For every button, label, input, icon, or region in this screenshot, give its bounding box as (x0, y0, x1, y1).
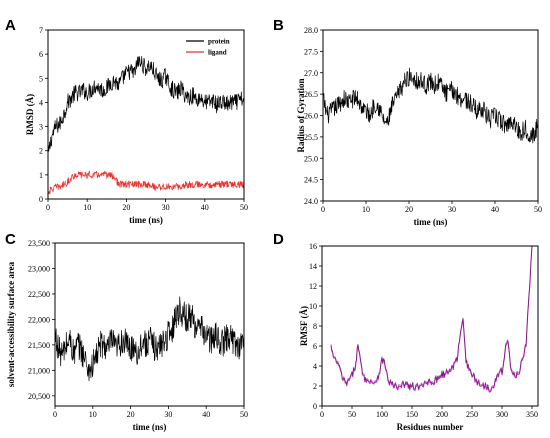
x-tick-label: 50 (534, 205, 542, 214)
y-axis-label: solvent-accessibility surface area (6, 261, 16, 387)
y-tick-label: 25.0 (304, 154, 318, 163)
panel-letter: D (273, 231, 284, 248)
y-tick-label: 3 (39, 123, 43, 132)
x-tick-label: 40 (491, 205, 499, 214)
legend-label-ligand: ligand (208, 49, 227, 57)
ligand-line (47, 170, 245, 195)
x-tick-label: 40 (202, 410, 210, 419)
x-tick-label: 10 (83, 203, 91, 212)
x-tick-label: 30 (448, 205, 456, 214)
x-tick-label: 200 (436, 410, 448, 419)
x-tick-label: 10 (89, 410, 97, 419)
x-tick-label: 10 (362, 205, 370, 214)
x-tick-label: 300 (496, 410, 508, 419)
x-tick-label: 100 (376, 410, 388, 419)
y-tick-label: 12 (309, 282, 317, 291)
x-tick-label: 50 (240, 203, 248, 212)
y-tick-label: 23,500 (28, 239, 50, 248)
y-tick-label: 1 (39, 171, 43, 180)
y-tick-label: 6 (39, 50, 43, 59)
panel-letter: B (273, 17, 284, 34)
legend: protein ligand (186, 38, 230, 57)
x-axis-label: time (ns) (414, 217, 448, 227)
y-axis-label: RMSF (Å) (299, 306, 309, 346)
x-tick-label: 30 (162, 203, 170, 212)
x-tick-label: 0 (53, 410, 57, 419)
x-tick-label: 350 (526, 410, 538, 419)
x-tick-label: 40 (201, 203, 209, 212)
y-tick-label: 0 (39, 195, 43, 204)
y-tick-label: 8 (313, 322, 317, 331)
y-tick-label: 4 (313, 362, 317, 371)
plot-frame (322, 29, 539, 202)
y-tick-label: 24.0 (304, 197, 318, 206)
y-tick-label: 27.0 (304, 69, 318, 78)
panel-a: A 0 10 20 30 40 50 0 1 2 3 4 5 6 7 time (ns) RMSD (Å) pro… (5, 17, 248, 225)
x-tick-label: 50 (240, 410, 248, 419)
y-tick-label: 26.0 (304, 112, 318, 121)
y-tick-label: 2 (313, 382, 317, 391)
series-line (54, 296, 245, 382)
x-tick-label: 0 (320, 410, 324, 419)
y-tick-label: 0 (313, 402, 317, 411)
panel-letter: C (5, 231, 16, 248)
y-tick-label: 22,500 (28, 290, 50, 299)
y-axis-label: Radius of Gyration (296, 78, 306, 152)
y-tick-label: 27.5 (304, 47, 318, 56)
x-tick-label: 20 (405, 205, 413, 214)
x-tick-label: 0 (46, 203, 50, 212)
y-tick-label: 23,000 (28, 264, 50, 273)
x-tick-label: 50 (348, 410, 356, 419)
x-tick-label: 0 (321, 205, 325, 214)
x-tick-label: 150 (406, 410, 418, 419)
y-tick-label: 7 (39, 26, 43, 35)
y-tick-label: 21,000 (28, 366, 50, 375)
series-line (322, 67, 539, 144)
x-axis-label: time (ns) (133, 422, 167, 432)
y-tick-label: 21,500 (28, 341, 50, 350)
x-axis-label: time (ns) (129, 215, 163, 225)
x-axis-label: Residues number (397, 422, 464, 432)
y-tick-label: 16 (309, 242, 317, 251)
y-tick-label: 26.5 (304, 90, 318, 99)
y-tick-label: 20,500 (28, 392, 50, 401)
y-axis-label: RMSD (Å) (25, 94, 35, 135)
y-tick-label: 5 (39, 74, 43, 83)
plot-frame (47, 29, 245, 200)
panel-b: B 0 10 20 30 40 50 24.0 24.5 25.0 25.5 26.0 26.5 27.0… (273, 17, 542, 227)
y-tick-label: 14 (309, 262, 317, 271)
y-tick-label: 6 (313, 342, 317, 351)
panel-c: C 0 10 20 30 40 50 20,500 21,000 21,500 22,000 22,5… (5, 231, 248, 432)
plot-frame (54, 242, 245, 407)
x-tick-label: 30 (164, 410, 172, 419)
y-tick-label: 25.5 (304, 133, 318, 142)
series-overlay-line (330, 245, 533, 391)
x-tick-label: 20 (122, 203, 130, 212)
y-tick-label: 22,000 (28, 315, 50, 324)
y-tick-label: 2 (39, 147, 43, 156)
y-tick-label: 28.0 (304, 26, 318, 35)
y-tick-label: 4 (39, 98, 43, 107)
y-tick-label: 24.5 (304, 176, 318, 185)
legend-label-protein: protein (208, 38, 230, 46)
y-tick-label: 10 (309, 302, 317, 311)
x-tick-label: 20 (127, 410, 135, 419)
panel-d: D 0 50 100 150 200 250 300 350 0 2 4 6 8 10 12 14 16 Resid… (273, 231, 539, 432)
panel-letter: A (5, 17, 16, 34)
protein-line (47, 55, 245, 154)
x-tick-label: 250 (466, 410, 478, 419)
